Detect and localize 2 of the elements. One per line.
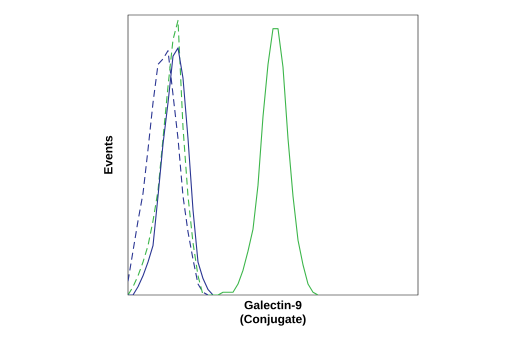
y-axis-title: Events xyxy=(104,136,112,174)
x-axis-title: Galectin-9 (Conjugate) xyxy=(240,300,306,326)
